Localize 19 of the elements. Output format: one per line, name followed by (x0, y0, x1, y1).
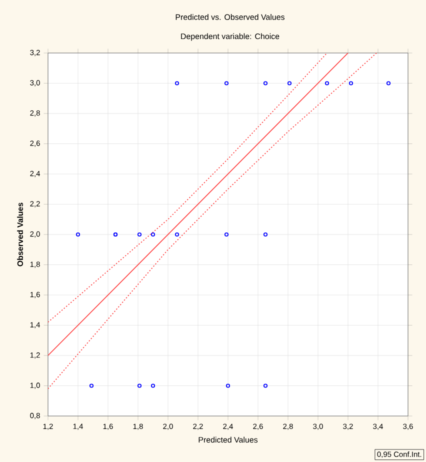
point (174, 81, 180, 86)
point (287, 81, 292, 86)
point (226, 384, 230, 388)
point (89, 384, 94, 388)
point (224, 232, 229, 237)
line-series (48, 52, 377, 390)
point (224, 81, 229, 86)
point (263, 232, 268, 237)
point (76, 232, 80, 237)
point (150, 232, 156, 237)
point (150, 384, 156, 388)
point (174, 232, 180, 237)
point (386, 81, 391, 86)
point (263, 81, 268, 86)
point (137, 232, 142, 237)
point (137, 384, 142, 388)
point (324, 81, 330, 86)
point (263, 384, 268, 388)
point (348, 81, 354, 86)
